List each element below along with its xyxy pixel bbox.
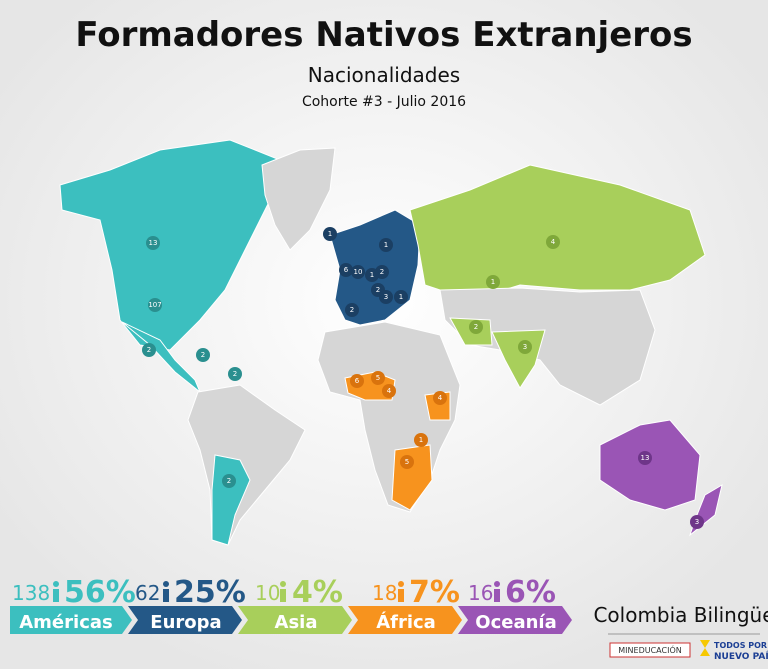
pin-label: 13 (641, 454, 650, 462)
region-percent: 6% (505, 575, 556, 610)
pin-label: 2 (474, 323, 478, 331)
region-oceania: 16 6% Oceanía (458, 575, 572, 634)
pin-label: 2 (380, 268, 384, 276)
pin-label: 4 (438, 394, 443, 402)
pin-label: 2 (233, 370, 237, 378)
region-africa: 18 7% África (348, 575, 462, 634)
pin: 1 (414, 433, 428, 447)
pin: 2 (142, 343, 156, 357)
region-europa: 62 25% Europa (128, 575, 246, 634)
pin-label: 5 (405, 458, 409, 466)
pins: 13 107 2 2 2 2 1 6 10 1 2 1 2 3 1 2 4 1 … (142, 227, 704, 529)
pin-label: 1 (491, 278, 495, 286)
pin-label: 1 (399, 293, 403, 301)
pin-label: 5 (376, 374, 380, 382)
pin: 1 (323, 227, 337, 241)
pin-label: 4 (551, 238, 556, 246)
title: Formadores Nativos Extranjeros (75, 15, 692, 55)
region-count: 16 (468, 581, 493, 605)
pin: 10 (351, 265, 365, 279)
pin: 2 (222, 474, 236, 488)
cohort: Cohorte #3 - Julio 2016 (302, 94, 466, 110)
pin-label: 1 (419, 436, 423, 444)
pin-label: 2 (201, 351, 205, 359)
pin-label: 3 (695, 518, 699, 526)
logos: Colombia Bilingüe MINEDUCACIÓN TODOS POR… (593, 603, 768, 662)
pin: 1 (365, 268, 379, 282)
pin-label: 2 (376, 286, 380, 294)
region-name: Oceanía (475, 612, 556, 633)
region-name: Europa (150, 612, 221, 633)
slogan-bottom: NUEVO PAÍS (714, 650, 768, 662)
region-count: 18 (372, 581, 397, 605)
pin-label: 107 (148, 301, 161, 309)
pin-label: 6 (355, 377, 360, 385)
pin: 5 (400, 455, 414, 469)
pin-label: 1 (384, 241, 388, 249)
pin-label: 1 (328, 230, 332, 238)
ministry: MINEDUCACIÓN (618, 644, 681, 655)
region-americas: 138 56% Américas (10, 575, 136, 634)
pin: 1 (486, 275, 500, 289)
pin: 13 (146, 236, 160, 250)
region-stats: 138 56% Américas 62 25% Europa 10 4% Asi… (10, 575, 572, 634)
pin-label: 3 (384, 293, 388, 301)
pin: 107 (148, 298, 162, 312)
pin-label: 4 (387, 387, 392, 395)
pin: 4 (382, 384, 396, 398)
pin: 1 (379, 238, 393, 252)
pin-label: 6 (344, 266, 349, 274)
pin: 6 (339, 263, 353, 277)
pin-label: 10 (354, 268, 363, 276)
pin: 2 (196, 348, 210, 362)
pin: 1 (394, 290, 408, 304)
pin: 13 (638, 451, 652, 465)
brand: Colombia Bilingüe (593, 603, 768, 627)
pin-label: 2 (227, 477, 231, 485)
region-name: África (376, 611, 436, 633)
pin: 2 (469, 320, 483, 334)
pin: 4 (433, 391, 447, 405)
pin-label: 13 (149, 239, 158, 247)
pin: 3 (379, 290, 393, 304)
region-count: 62 (135, 581, 160, 605)
pin-label: 2 (350, 306, 354, 314)
region-percent: 4% (292, 575, 343, 610)
region-asia: 10 4% Asia (238, 575, 352, 634)
pin-label: 1 (370, 271, 374, 279)
pin: 6 (350, 374, 364, 388)
region-percent: 25% (174, 575, 246, 610)
region-percent: 56% (64, 575, 136, 610)
pin-label: 2 (147, 346, 151, 354)
region-count: 10 (255, 581, 280, 605)
region-percent: 7% (409, 575, 460, 610)
pin-label: 3 (523, 343, 527, 351)
pin: 3 (690, 515, 704, 529)
pin: 3 (518, 340, 532, 354)
pin: 5 (371, 371, 385, 385)
region-count: 138 (12, 581, 50, 605)
region-name: Américas (19, 612, 112, 633)
pin: 2 (345, 303, 359, 317)
region-name: Asia (275, 612, 318, 633)
subtitle: Nacionalidades (308, 63, 460, 87)
pin: 2 (228, 367, 242, 381)
slogan-top: TODOS POR UN (714, 641, 768, 650)
pin: 4 (546, 235, 560, 249)
